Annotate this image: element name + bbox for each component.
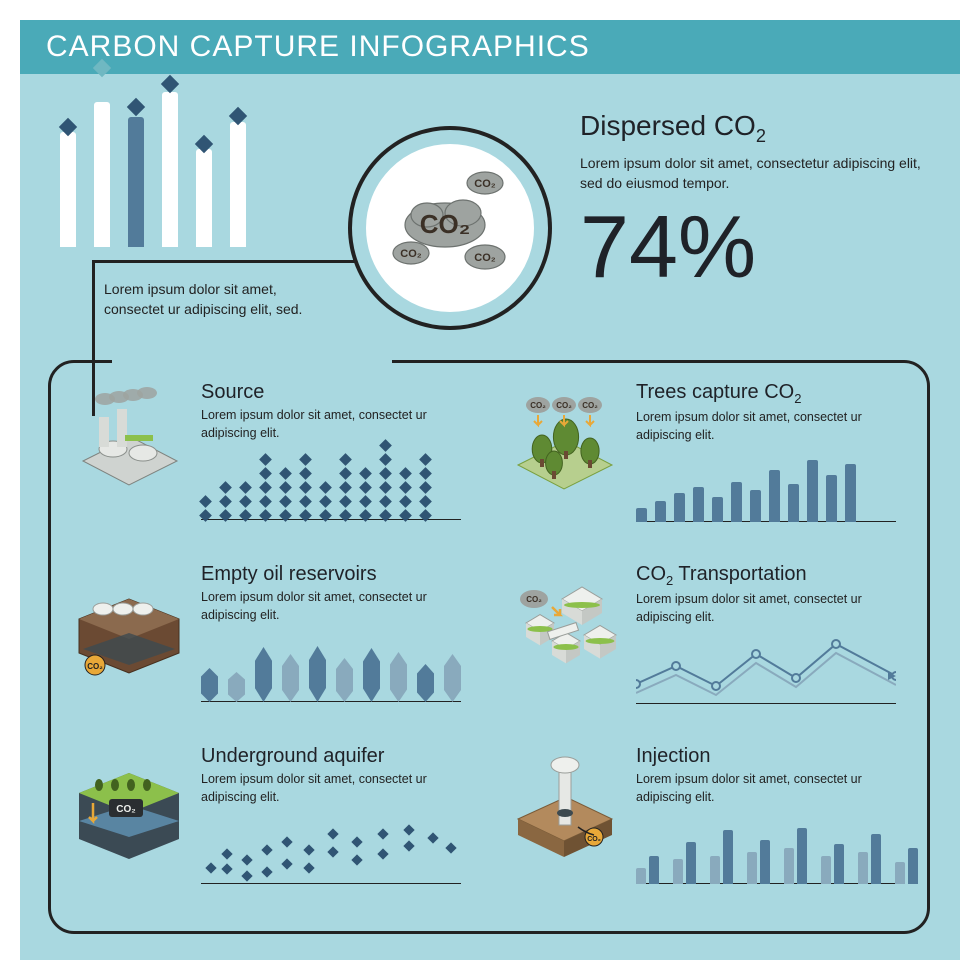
cell-icon-slot: CO₂ [504, 561, 622, 679]
cell-icon-slot [69, 379, 187, 497]
hero-bar [94, 102, 110, 247]
svg-text:CO₂: CO₂ [116, 804, 135, 815]
connector-line [92, 260, 364, 263]
cell-body: Lorem ipsum dolor sit amet, consectet ur… [636, 591, 909, 626]
hero-section: Lorem ipsum dolor sit amet, consectet ur… [20, 74, 960, 364]
hero-bar [128, 117, 144, 247]
svg-text:CO₂: CO₂ [556, 401, 572, 410]
notch [112, 360, 392, 363]
cell-title: Trees capture CO2 [636, 381, 909, 406]
hero-bar [60, 132, 76, 247]
mini-chart-hex [201, 634, 461, 702]
cell-icon-slot: CO₂ [69, 561, 187, 679]
svg-text:CO₂: CO₂ [87, 662, 103, 671]
hero-bar-chart [60, 92, 370, 252]
diamond-marker [59, 118, 77, 136]
cell-icon-slot: CO₂ [504, 743, 622, 861]
hero-bar [196, 149, 212, 247]
dispersed-block: Dispersed CO2 Lorem ipsum dolor sit amet… [580, 110, 940, 291]
cell-title: Underground aquifer [201, 745, 474, 768]
diamond-marker [195, 135, 213, 153]
co2-clouds-icon: CO₂ CO₂ CO₂ CO₂ [375, 153, 525, 303]
svg-text:CO₂: CO₂ [526, 595, 542, 604]
cell-body: Lorem ipsum dolor sit amet, consectet ur… [201, 589, 474, 624]
trees-icon: CO₂ CO₂ CO₂ [504, 379, 622, 497]
hero-caption: Lorem ipsum dolor sit amet, consectet ur… [104, 279, 334, 320]
mini-chart-dot-cols [201, 452, 461, 520]
svg-text:CO₂: CO₂ [474, 178, 496, 190]
process-cell: Source Lorem ipsum dolor sit amet, consec… [69, 379, 474, 555]
main-title: CARBON CAPTURE INFOGRAPHICS [20, 20, 960, 74]
cell-body: Lorem ipsum dolor sit amet, consectet ur… [201, 771, 474, 806]
factory-icon [69, 379, 187, 497]
mini-chart-scatter [201, 816, 461, 884]
svg-text:CO₂: CO₂ [400, 248, 422, 260]
hero-bar [162, 92, 178, 247]
reservoir-icon: CO₂ [69, 561, 187, 679]
mini-chart-bars [636, 454, 896, 522]
svg-text:CO₂: CO₂ [530, 401, 546, 410]
cell-title: Empty oil reservoirs [201, 563, 474, 586]
mini-chart-duo-bars [636, 816, 896, 884]
dispersed-body: Lorem ipsum dolor sit amet, consectetur … [580, 153, 940, 194]
injection-icon: CO₂ [504, 743, 622, 861]
aquifer-icon: CO₂ [69, 743, 187, 861]
cell-title: Injection [636, 745, 909, 768]
svg-text:CO₂: CO₂ [587, 836, 601, 843]
cell-body: Lorem ipsum dolor sit amet, consectet ur… [636, 771, 909, 806]
cell-body: Lorem ipsum dolor sit amet, consectet ur… [201, 407, 474, 442]
diamond-marker [161, 75, 179, 93]
co2-cloud-circle: CO₂ CO₂ CO₂ CO₂ [352, 130, 548, 326]
cell-body: Lorem ipsum dolor sit amet, consectet ur… [636, 409, 909, 444]
cell-icon-slot: CO₂ CO₂ CO₂ [504, 379, 622, 497]
cell-icon-slot: CO₂ [69, 743, 187, 861]
dispersed-percent: 74% [580, 203, 940, 291]
process-cell: CO₂ Empty oil reservoirs Lorem ipsum dolor… [69, 561, 474, 737]
svg-text:CO₂: CO₂ [474, 252, 496, 264]
cells-container: Source Lorem ipsum dolor sit amet, consec… [48, 360, 930, 934]
mini-chart-line [636, 636, 896, 704]
dispersed-title: Dispersed CO2 [580, 110, 940, 147]
cell-title: Source [201, 381, 474, 404]
diamond-marker [229, 107, 247, 125]
pipeline-icon: CO₂ [504, 561, 622, 679]
process-cell: CO₂ Underground aquifer Lorem ipsum dolor … [69, 743, 474, 919]
svg-text:CO₂: CO₂ [582, 401, 598, 410]
process-cell: CO₂ CO₂ CO₂ Trees capture CO2 Lorem ipsum do… [504, 379, 909, 555]
hero-bar [230, 122, 246, 247]
svg-text:CO₂: CO₂ [420, 209, 471, 239]
process-cell: CO₂ CO2 Transportation Lorem ipsum dolor s… [504, 561, 909, 737]
diamond-marker [127, 98, 145, 116]
infographic-canvas: CARBON CAPTURE INFOGRAPHICS Lorem ipsum … [20, 20, 960, 960]
process-cell: CO₂ Injection Lorem ipsum dolor sit amet, … [504, 743, 909, 919]
cell-title: CO2 Transportation [636, 563, 909, 588]
